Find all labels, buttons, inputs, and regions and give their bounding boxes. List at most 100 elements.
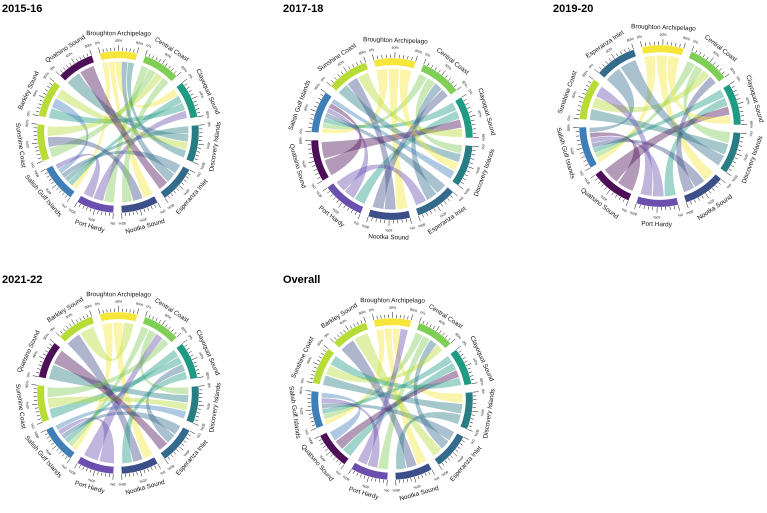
chord-4-15: [396, 411, 461, 470]
tick-3-7-2: [61, 453, 65, 457]
tick-0-7-5: [51, 184, 57, 189]
tick-label-4-4-1: 40%: [456, 455, 464, 464]
tick-1-9-3: [337, 74, 341, 77]
tick-4-9-9: [323, 349, 327, 352]
chord-0-13: [51, 98, 89, 174]
tick-0-4-2: [185, 176, 189, 179]
tick-2-1-8: [719, 68, 722, 71]
tick-label-1-7-2: 80%: [299, 136, 303, 144]
tick-3-1-8: [171, 329, 174, 332]
segment-arc-2-5: [636, 196, 679, 207]
chord-1-1: [388, 68, 408, 210]
tick-label-3-2-1: 40%: [198, 352, 205, 361]
tick-3-6-5: [92, 470, 95, 477]
tick-1-7-1: [317, 176, 321, 179]
tick-2-0-0: [640, 41, 642, 47]
tick-1-1-0: [423, 58, 427, 65]
tick-3-4-0: [189, 430, 195, 434]
chord-0-17: [121, 77, 169, 203]
tick-label-2-0-0: 0%: [636, 34, 643, 39]
tick-3-6-3: [101, 472, 103, 476]
tick-0-7-0: [66, 197, 71, 203]
panel-title-overall: Overall: [283, 274, 320, 286]
tick-0-5-0: [157, 202, 161, 208]
tick-label-2-5-2: 80%: [629, 210, 638, 216]
tick-label-4-3-1: 40%: [480, 409, 485, 418]
tick-0-9-5: [39, 95, 45, 99]
tick-label-2-7-2: 80%: [567, 123, 571, 131]
tick-4-9-6: [317, 359, 321, 362]
tick-4-9-1: [310, 378, 314, 380]
chord-3-3: [139, 329, 189, 395]
tick-0-1-10: [176, 71, 182, 77]
chord-1-7: [324, 112, 446, 194]
tick-label-0-0-0: 0%: [94, 40, 101, 45]
tick-2-1-3: [702, 54, 705, 58]
tick-label-1-8-0: 0%: [299, 127, 304, 133]
chord-2-12: [589, 68, 635, 133]
tick-3-2-2: [186, 347, 190, 350]
tick-2-6-5: [606, 189, 611, 195]
tick-label-2-1-2: 80%: [729, 67, 737, 76]
tick-1-4-7: [429, 210, 432, 214]
tick-3-7-3: [59, 451, 62, 454]
tick-label-4-2-1: 40%: [472, 358, 479, 367]
segment-arc-1-4: [416, 187, 453, 216]
tick-0-0-9: [133, 49, 135, 53]
tick-label-4-3-2: 80%: [473, 429, 480, 438]
tick-label-2-2-2: 80%: [749, 121, 753, 129]
tick-3-2-6: [193, 361, 197, 364]
tick-2-2-1: [731, 86, 735, 89]
segment-arc-3-5: [121, 457, 158, 474]
tick-2-3-9: [728, 168, 732, 171]
tick-2-3-7: [732, 161, 737, 164]
chord-chart-0: 0% 40% 80% Broughton Archipelago 0% 40% 80% Cen…: [14, 30, 223, 236]
segment-arc-0-1: [142, 55, 177, 82]
segment-label-0-0: Broughton Archipelago: [86, 30, 151, 37]
tick-0-4-9: [167, 195, 171, 199]
tick-3-3-6: [197, 408, 201, 410]
tick-3-6-8: [82, 466, 85, 470]
tick-label-0-9-2: 80%: [43, 71, 51, 80]
tick-1-1-9: [454, 84, 457, 88]
chord-4-3: [323, 332, 423, 420]
segment-arc-4-3: [460, 392, 473, 430]
tick-2-6-0: [625, 200, 629, 207]
tick-0-2-0: [182, 78, 188, 83]
tick-0-10-7: [79, 56, 82, 60]
tick-0-1-2: [152, 55, 155, 59]
tick-4-7-8: [320, 442, 324, 445]
tick-1-5-9: [371, 217, 373, 222]
tick-2-8-10: [588, 75, 594, 80]
segment-arc-1-3: [452, 145, 473, 186]
tick-label-4-6-2: 80%: [341, 474, 350, 481]
tick-2-2-0: [729, 81, 735, 85]
tick-2-9-6: [616, 53, 619, 57]
tick-0-6-4: [97, 210, 99, 214]
segment-label-3-10: Barkley Sound: [46, 296, 85, 324]
tick-label-4-1-1: 40%: [438, 319, 447, 327]
tick-4-8-1: [311, 424, 316, 427]
tick-2-1-0: [691, 45, 695, 52]
tick-4-2-0: [456, 345, 462, 350]
tick-2-5-1: [673, 205, 675, 210]
tick-label-0-2-1: 40%: [198, 91, 205, 100]
tick-2-4-5: [705, 193, 709, 199]
tick-3-4-4: [181, 443, 185, 446]
tick-0-9-7: [44, 89, 49, 92]
tick-1-3-8: [462, 178, 466, 181]
tick-1-6-2: [350, 209, 353, 213]
tick-3-8-5: [31, 403, 38, 406]
chord-2-4: [593, 89, 725, 153]
tick-label-2-2-1: 40%: [745, 97, 751, 106]
tick-2-3-2: [739, 141, 743, 143]
segment-label-4-10: Barkley Sound: [320, 302, 359, 330]
tick-3-9-9: [49, 343, 53, 346]
tick-0-7-3: [59, 190, 62, 193]
tick-4-4-5: [452, 452, 458, 457]
tick-label-4-7-1: 40%: [318, 454, 326, 463]
tick-1-3-10: [458, 185, 464, 190]
tick-2-6-2: [618, 196, 621, 200]
tick-4-6-4: [371, 477, 373, 481]
tick-0-9-9: [49, 82, 53, 85]
